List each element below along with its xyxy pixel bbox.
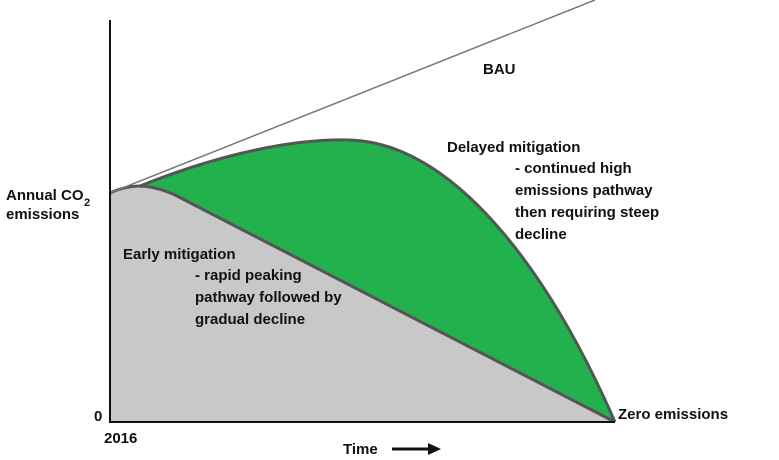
delayed-description: decline [515,226,567,243]
y-axis-label: Annual CO [6,187,84,204]
delayed-description: emissions pathway [515,182,653,199]
time-arrowhead [428,443,441,455]
delayed-description: then requiring steep [515,204,659,221]
delayed-label: Delayed mitigation [447,139,580,156]
y-origin-label: 0 [94,408,102,425]
delayed-mitigation-area [140,139,615,422]
delayed-description: - continued high [515,160,632,177]
y-axis-label-line2: emissions [6,206,79,223]
bau-line [109,0,596,194]
bau-label: BAU [483,61,516,78]
zero-emissions-label: Zero emissions [618,406,728,423]
y-axis-label-subscript: 2 [84,197,90,209]
early-description: - rapid peaking [195,267,302,284]
early-description: gradual decline [195,311,305,328]
early-mitigation-area [110,186,615,422]
x-axis-label: Time [343,441,378,458]
early-label: Early mitigation [123,246,236,263]
early-description: pathway followed by [195,289,342,306]
delayed-mitigation-curve [139,138,617,423]
x-start-label: 2016 [104,430,137,447]
